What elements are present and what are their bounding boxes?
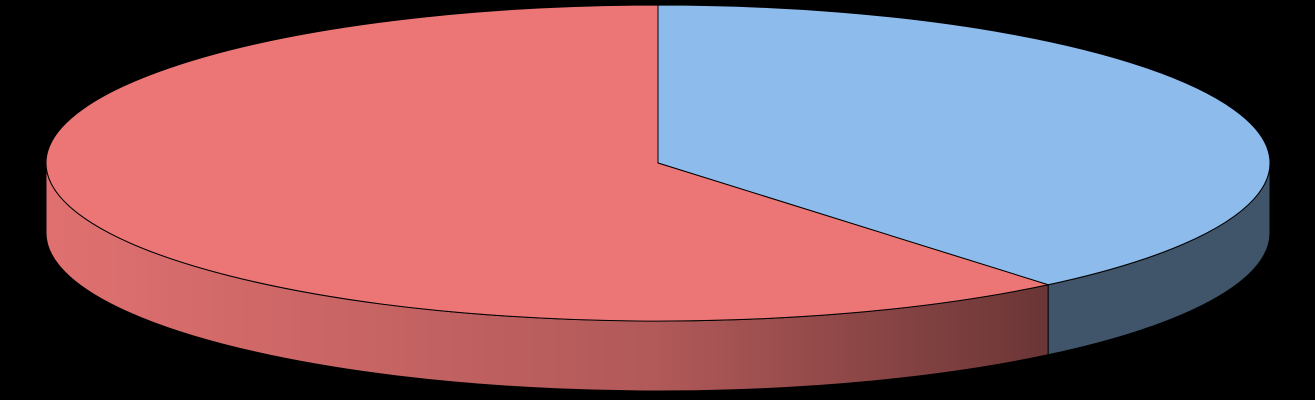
slice: [45, 4, 1051, 322]
slice: [657, 4, 1271, 286]
